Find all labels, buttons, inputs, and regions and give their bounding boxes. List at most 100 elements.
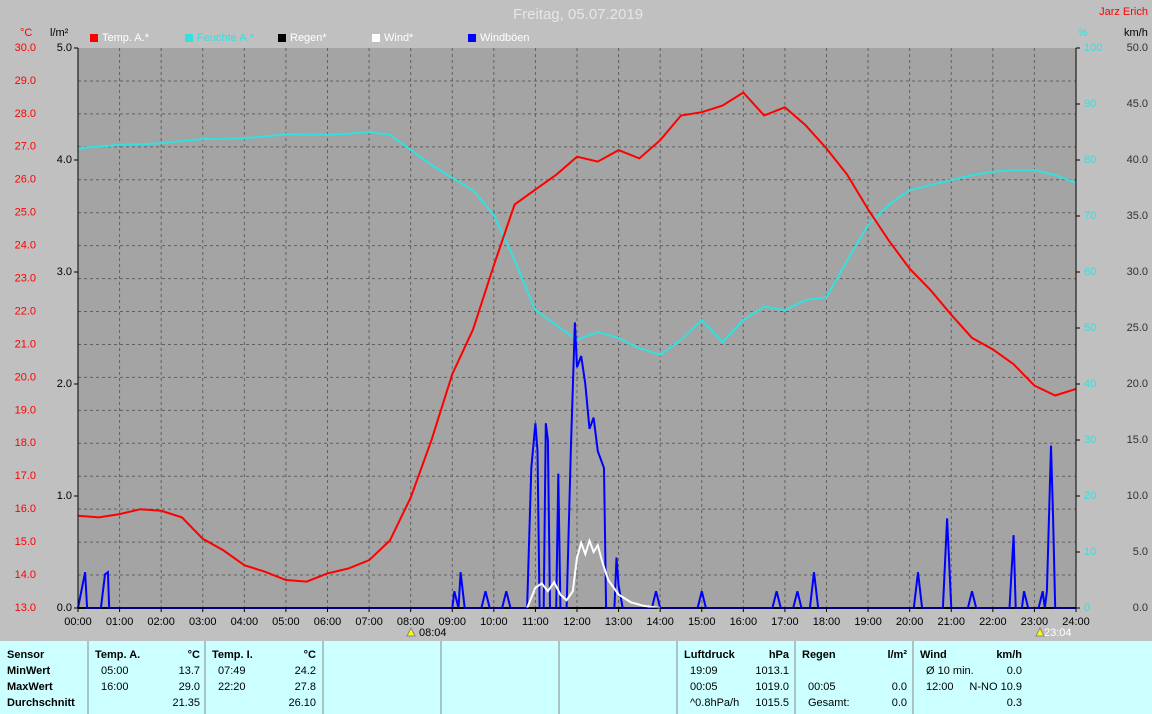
x-tick-label: 04:00 (231, 616, 259, 628)
table-cell: ^0.8hPa/h (690, 697, 739, 709)
table-cell: 00:05 (808, 681, 836, 693)
legend-swatch (90, 34, 98, 42)
stats-dividers (87, 641, 914, 714)
y3-tick-label: 80 (1084, 154, 1096, 166)
y-tick-label: 24.0 (15, 240, 36, 252)
table-cell: 29.0 (179, 681, 200, 693)
y3-tick-label: 50 (1084, 322, 1096, 334)
x-tick-label: 11:00 (522, 616, 549, 628)
x-tick-label: 00:00 (64, 616, 92, 628)
table-cell: 26.10 (288, 697, 316, 709)
y-tick-label: 23.0 (15, 272, 36, 284)
x-tick-label: 06:00 (314, 616, 342, 628)
x-tick-label: 13:00 (605, 616, 633, 628)
y2-tick-label: 4.0 (57, 154, 72, 166)
x-tick-label: 16:00 (730, 616, 758, 628)
table-header: Regen (802, 649, 836, 661)
y-tick-label: 29.0 (15, 75, 36, 87)
y3-tick-label: 90 (1084, 98, 1096, 110)
y4-tick-label: 5.0 (1133, 546, 1148, 558)
y-tick-label: 19.0 (15, 404, 36, 416)
y4-tick-label: 20.0 (1127, 378, 1148, 390)
table-unit: l/m² (887, 649, 907, 661)
grid (78, 48, 1076, 608)
table-cell: 27.8 (295, 681, 316, 693)
legend-label: Feuchte A.* (197, 32, 255, 44)
x-tick-label: 18:00 (813, 616, 841, 628)
table-header: Luftdruck (684, 649, 736, 661)
table-cell: Gesamt: (808, 697, 850, 709)
table-cell: 1015.5 (755, 697, 789, 709)
table-cell: N-NO 10.9 (969, 681, 1022, 693)
sunset-icon (1035, 626, 1045, 637)
legend-label: Temp. A.* (102, 32, 150, 44)
x-tick-label: 10:00 (480, 616, 508, 628)
legend-label: Windböen (480, 32, 530, 44)
table-unit: °C (188, 649, 200, 661)
x-tick-label: 22:00 (979, 616, 1007, 628)
table-cell: 13.7 (179, 665, 200, 677)
table-cell: 21.35 (172, 697, 200, 709)
y4-tick-label: 0.0 (1133, 602, 1148, 614)
y-tick-label: 25.0 (15, 207, 36, 219)
table-header: Sensor (7, 649, 45, 661)
y-tick-label: 14.0 (15, 569, 36, 581)
x-tick-label: 21:00 (937, 616, 965, 628)
table-unit: hPa (769, 649, 790, 661)
sunrise-icon (406, 626, 416, 637)
x-tick-label: 24:00 (1062, 616, 1090, 628)
table-cell: Ø 10 min. (926, 665, 974, 677)
table-row-label: Durchschnitt (7, 697, 75, 709)
y3-tick-label: 40 (1084, 378, 1096, 390)
y2-tick-label: 2.0 (57, 378, 72, 390)
table-row-label: MinWert (7, 665, 51, 677)
y2-tick-label: 5.0 (57, 42, 72, 54)
legend-label: Regen* (290, 32, 327, 44)
x-tick-label: 01:00 (106, 616, 134, 628)
table-cell: 12:00 (926, 681, 954, 693)
table-unit: km/h (996, 649, 1022, 661)
y-tick-label: 28.0 (15, 108, 36, 120)
table-cell: 07:49 (218, 665, 246, 677)
y2-tick-label: 1.0 (57, 490, 72, 502)
y-tick-label: 26.0 (15, 174, 36, 186)
x-tick-label: 14:00 (646, 616, 674, 628)
table-cell: 1013.1 (755, 665, 789, 677)
y4-tick-label: 10.0 (1127, 490, 1148, 502)
y-tick-label: 30.0 (15, 42, 36, 54)
y4-tick-label: 40.0 (1127, 154, 1148, 166)
chart-title: Freitag, 05.07.2019 (513, 6, 643, 23)
y4-tick-label: 15.0 (1127, 434, 1148, 446)
table-cell: 0.0 (892, 697, 907, 709)
legend-swatch (468, 34, 476, 42)
x-tick-label: 23:00 (1021, 616, 1049, 628)
y4-tick-label: 25.0 (1127, 322, 1148, 334)
legend-label: Wind* (384, 32, 414, 44)
y-tick-label: 17.0 (15, 470, 36, 482)
table-cell: 0.0 (1007, 665, 1022, 677)
y-tick-label: 21.0 (15, 338, 36, 350)
plot-area (78, 48, 1076, 608)
table-header: Temp. A. (95, 649, 140, 661)
legend-swatch (372, 34, 380, 42)
y2-tick-label: 3.0 (57, 266, 72, 278)
y3-axis-label: % (1078, 27, 1088, 39)
legend-swatch (185, 34, 193, 42)
table-cell: 16:00 (101, 681, 129, 693)
y3-tick-label: 100 (1084, 42, 1102, 54)
series-line (77, 91, 1077, 583)
x-tick-label: 17:00 (771, 616, 799, 628)
y-tick-label: 22.0 (15, 305, 36, 317)
y3-tick-label: 10 (1084, 546, 1096, 558)
table-cell: 19:09 (690, 665, 718, 677)
table-cell: 05:00 (101, 665, 129, 677)
series-line (526, 537, 661, 609)
x-tick-label: 05:00 (272, 616, 300, 628)
x-tick-label: 02:00 (147, 616, 175, 628)
x-tick-label: 09:00 (438, 616, 466, 628)
y-tick-label: 27.0 (15, 141, 36, 153)
y-tick-label: 20.0 (15, 371, 36, 383)
y3-tick-label: 0 (1084, 602, 1090, 614)
